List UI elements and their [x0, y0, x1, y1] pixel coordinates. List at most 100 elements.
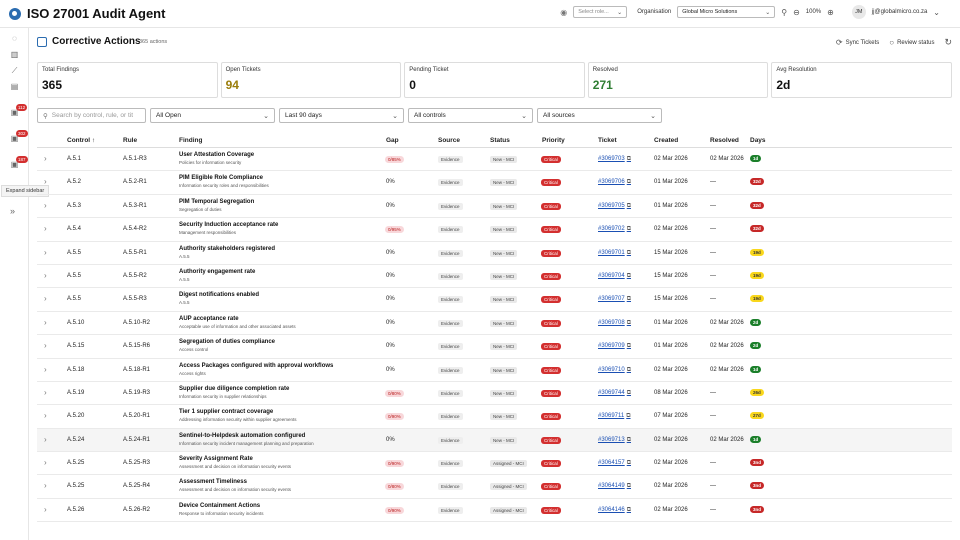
- ticket-link[interactable]: #3069708 ⧉: [598, 320, 631, 327]
- table-row[interactable]: › A.5.15 A.5.15-R6 Segregation of duties co…: [37, 335, 952, 359]
- column-header-rule[interactable]: Rule: [123, 137, 138, 144]
- role-select[interactable]: Select role... ⌄: [573, 6, 628, 18]
- table-row[interactable]: › A.5.10 A.5.10-R2 AUP acceptance rate Accep…: [37, 312, 952, 336]
- ticket-link[interactable]: #3069706 ⧉: [598, 179, 631, 186]
- priority-badge: Critical: [541, 296, 561, 304]
- ticket-link[interactable]: #3069701 ⧉: [598, 250, 631, 257]
- column-header-resolved[interactable]: Resolved: [710, 137, 739, 144]
- ticket-number: #3069701: [598, 249, 625, 256]
- table-row[interactable]: › A.5.26 A.5.26-R2 Device Containment Actio…: [37, 499, 952, 523]
- chevron-right-icon[interactable]: ›: [44, 481, 47, 491]
- table-row[interactable]: › A.5.24 A.5.24-R1 Sentinel-to-Helpdesk aut…: [37, 428, 952, 453]
- ticket-number: #3069711: [598, 413, 625, 420]
- source-badge: Evidence: [438, 296, 463, 304]
- table-row[interactable]: › A.5.19 A.5.19-R3 Supplier due diligence c…: [37, 382, 952, 406]
- ticket-link[interactable]: #3064157 ⧉: [598, 460, 631, 467]
- chat-icon[interactable]: ◌: [12, 34, 17, 43]
- chevron-right-icon[interactable]: ›: [44, 504, 47, 514]
- table-row[interactable]: › A.5.25 A.5.25-R4 Assessment Timeliness Ass…: [37, 475, 952, 499]
- pin-icon[interactable]: ⚲: [781, 7, 788, 17]
- ticket-link[interactable]: #3069713 ⧉: [598, 437, 631, 444]
- chevron-right-icon[interactable]: ›: [44, 411, 47, 421]
- cell-gap: 0/80%: [385, 389, 404, 397]
- cell-resolved: 02 Mar 2026: [710, 343, 744, 350]
- zoom-out-icon[interactable]: ⊖: [793, 7, 800, 17]
- chevron-right-icon[interactable]: ›: [44, 317, 47, 327]
- alert-icon[interactable]: ▣: [10, 160, 19, 169]
- ticket-link[interactable]: #3069707 ⧉: [598, 296, 631, 303]
- chevron-right-icon[interactable]: ›: [44, 364, 47, 374]
- org-select[interactable]: Global Micro Solutions ⌄: [677, 6, 776, 18]
- status-filter-select[interactable]: All Open ⌄: [150, 108, 275, 123]
- column-header-ticket[interactable]: Ticket: [598, 137, 617, 144]
- ticket-link[interactable]: #3064146 ⧉: [598, 507, 631, 514]
- cell-created: 01 Mar 2026: [654, 202, 688, 209]
- refresh-icon[interactable]: ↻: [944, 37, 952, 47]
- ticket-link[interactable]: #3069709 ⧉: [598, 343, 631, 350]
- finding-subtitle: Access control: [179, 347, 209, 353]
- inbox-icon[interactable]: ▣: [10, 134, 19, 143]
- source-badge: Evidence: [438, 202, 463, 210]
- user-email[interactable]: jj@globalmicro.co.za: [871, 9, 928, 15]
- table-row[interactable]: › A.5.5 A.5.5-R3 Digest notifications enabl…: [37, 288, 952, 312]
- chevron-right-icon[interactable]: ›: [44, 154, 47, 163]
- table-row[interactable]: › A.5.3 A.5.3-R1 PIM Temporal Segregation Se…: [37, 195, 952, 219]
- chevron-right-icon[interactable]: ›: [44, 247, 47, 257]
- expand-sidebar-icon[interactable]: »: [10, 206, 16, 216]
- table-row[interactable]: › A.5.25 A.5.25-R3 Severity Assignment Rate…: [37, 452, 952, 476]
- search-input[interactable]: ⚲ Search by control, rule, or tit: [37, 108, 146, 123]
- table-row[interactable]: › A.5.1 A.5.1-R3 User Attestation Coverage P…: [37, 148, 952, 172]
- chevron-right-icon[interactable]: ›: [44, 224, 47, 234]
- tickets-icon[interactable]: ▣: [10, 108, 19, 117]
- table-row[interactable]: › A.5.18 A.5.18-R1 Access Packages configur…: [37, 359, 952, 382]
- cell-gap: 0%: [386, 343, 395, 350]
- table-row[interactable]: › A.5.5 A.5.5-R2 Authority engagement rate A…: [37, 265, 952, 289]
- chevron-right-icon[interactable]: ›: [44, 294, 47, 304]
- column-header-gap[interactable]: Gap: [386, 137, 399, 144]
- ticket-link[interactable]: #3064149 ⧉: [598, 483, 631, 490]
- chevron-down-icon[interactable]: ⌄: [933, 7, 940, 17]
- chevron-right-icon[interactable]: ›: [44, 434, 47, 444]
- chart-icon[interactable]: ⟋: [11, 66, 18, 75]
- ticket-link[interactable]: #3069704 ⧉: [598, 273, 631, 280]
- library-icon[interactable]: ▥: [10, 50, 19, 59]
- table-row[interactable]: › A.5.5 A.5.5-R1 Authority stakeholders reg…: [37, 242, 952, 265]
- column-header-created[interactable]: Created: [654, 137, 679, 144]
- ticket-link[interactable]: #3069703 ⧉: [598, 156, 631, 163]
- chevron-right-icon[interactable]: ›: [44, 270, 47, 280]
- sync-tickets-button[interactable]: ⟳ Sync Tickets: [836, 38, 879, 47]
- column-header-source[interactable]: Source: [438, 137, 461, 144]
- zoom-level: 100%: [805, 9, 822, 15]
- column-header-priority[interactable]: Priority: [542, 137, 565, 144]
- chevron-right-icon[interactable]: ›: [44, 177, 47, 187]
- review-status-button[interactable]: ○ Review status: [889, 38, 934, 47]
- column-header-days[interactable]: Days: [750, 137, 766, 144]
- avatar[interactable]: JM: [851, 5, 866, 19]
- chevron-right-icon[interactable]: ›: [44, 200, 47, 210]
- ticket-link[interactable]: #3069744 ⧉: [598, 390, 631, 397]
- ticket-link[interactable]: #3069710 ⧉: [598, 367, 631, 374]
- corrective-actions-icon: [37, 37, 47, 47]
- chevron-right-icon[interactable]: ›: [44, 387, 47, 397]
- zoom-in-icon[interactable]: ⊕: [827, 7, 834, 17]
- table-row[interactable]: › A.5.20 A.5.20-R1 Tier 1 supplier contract…: [37, 405, 952, 429]
- period-filter-select[interactable]: Last 90 days ⌄: [279, 108, 404, 123]
- table-row[interactable]: › A.5.4 A.5.4-R2 Security Induction accepta…: [37, 218, 952, 242]
- chevron-right-icon[interactable]: ›: [44, 341, 47, 351]
- ticket-link[interactable]: #3069711 ⧉: [598, 413, 631, 420]
- source-badge: Evidence: [438, 389, 463, 397]
- column-header-finding[interactable]: Finding: [179, 137, 203, 144]
- finding-subtitle: Policies for information security: [179, 160, 242, 165]
- column-header-control[interactable]: Control ↑: [67, 137, 96, 144]
- column-header-status[interactable]: Status: [490, 137, 510, 144]
- sources-filter-select[interactable]: All sources ⌄: [537, 108, 662, 123]
- ticket-link[interactable]: #3069705 ⧉: [598, 203, 631, 210]
- cell-control: A.5.2: [67, 179, 82, 186]
- controls-filter-select[interactable]: All controls ⌄: [408, 108, 533, 123]
- sync-tickets-label: Sync Tickets: [845, 39, 880, 46]
- table-row[interactable]: › A.5.2 A.5.2-R1 PIM Eligible Role Complian…: [37, 171, 952, 195]
- chevron-right-icon[interactable]: ›: [44, 458, 47, 468]
- ticket-link[interactable]: #3069702 ⧉: [598, 226, 631, 233]
- cell-gap: 0%: [386, 366, 395, 373]
- clipboard-icon[interactable]: ▤: [10, 82, 19, 91]
